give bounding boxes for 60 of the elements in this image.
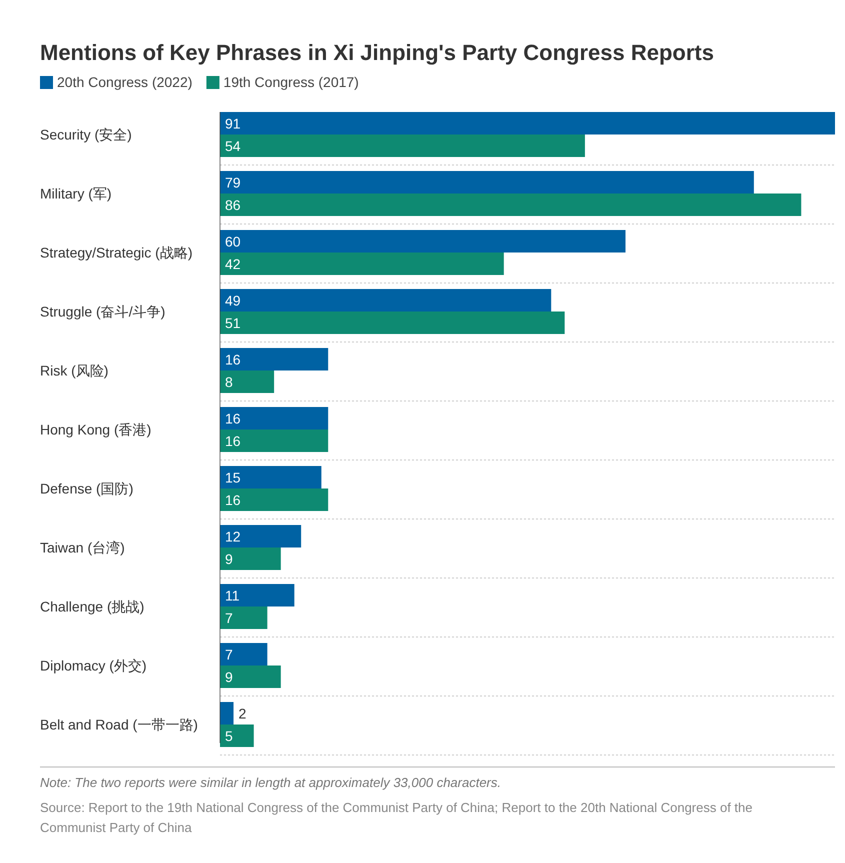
data-label: 51 [225, 314, 241, 331]
bar [220, 724, 254, 747]
bar [220, 252, 504, 275]
source-note: Source: Report to the 19th National Congress of the Communist Party of China; Report to the 20th National Congress of the Communist Party of China [40, 799, 754, 837]
bar [220, 194, 802, 216]
data-label: 86 [225, 196, 241, 213]
data-label: 49 [225, 292, 241, 308]
y-tick-label: Struggle (奋斗/斗争) [40, 304, 166, 320]
bar [220, 430, 328, 452]
y-tick-label: Hong Kong (香港) [40, 422, 152, 438]
y-tick-label: Risk (风险) [40, 362, 108, 378]
bar [220, 488, 328, 511]
bar [220, 548, 281, 570]
data-label: 54 [225, 138, 241, 154]
chart-title: Mentions of Key Phrases in Xi Jinping's Party Congress Reports [40, 40, 714, 65]
data-label: 91 [225, 115, 241, 132]
bar [220, 702, 234, 724]
data-label: 16 [225, 492, 241, 508]
y-tick-label: Diplomacy (外交) [40, 658, 147, 674]
data-label: 15 [225, 469, 241, 486]
legend-label: 20th Congress (2022) [57, 74, 192, 90]
y-tick-label: Challenge (挑战) [40, 598, 144, 614]
bar [220, 112, 835, 134]
data-label: 7 [225, 646, 233, 662]
y-tick-label: Taiwan (台湾) [40, 540, 125, 556]
bar [220, 289, 552, 312]
data-label: 60 [225, 233, 241, 250]
bar [220, 666, 281, 688]
bar [220, 466, 322, 488]
data-label: 5 [225, 728, 233, 744]
data-label: 9 [225, 550, 233, 567]
bar [220, 230, 626, 252]
bar [220, 370, 274, 393]
bar [220, 643, 268, 666]
data-label: 9 [225, 668, 233, 685]
bar [220, 525, 302, 548]
y-tick-label: Military (军) [40, 186, 112, 202]
y-tick-label: Strategy/Strategic (战略) [40, 244, 192, 260]
bar [220, 171, 754, 194]
bar [220, 312, 565, 334]
bar [220, 606, 268, 629]
bar [220, 584, 294, 606]
data-label: 16 [225, 410, 241, 426]
data-label: 2 [238, 705, 247, 722]
bar [220, 407, 328, 430]
legend-label: 19th Congress (2017) [223, 74, 359, 90]
data-label: 7 [225, 610, 233, 626]
y-tick-label: Security (安全) [40, 126, 132, 142]
data-label: 12 [225, 528, 241, 544]
y-tick-label: Defense (国防) [40, 480, 134, 496]
text: Note: The two reports were similar in length at approximately 33,000 characters. [40, 775, 501, 790]
bar [220, 348, 328, 370]
data-label: 16 [225, 351, 241, 368]
data-label: 11 [225, 587, 240, 604]
data-label: 42 [225, 256, 241, 272]
data-label: 8 [225, 374, 233, 390]
data-label: 79 [225, 174, 241, 190]
bar [220, 134, 585, 157]
y-tick-label: Belt and Road (一带一路) [40, 716, 198, 732]
data-label: 16 [225, 432, 241, 449]
